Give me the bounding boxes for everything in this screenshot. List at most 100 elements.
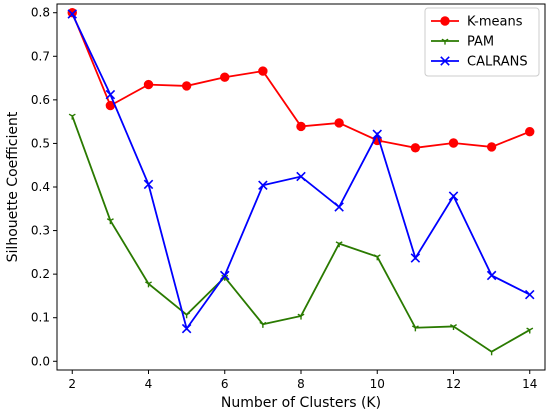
data-point-pam-stroke bbox=[145, 281, 149, 285]
y-tick-label: 0.2 bbox=[31, 267, 50, 281]
data-point-pam bbox=[183, 312, 191, 319]
data-point-calrans bbox=[143, 179, 154, 190]
data-point-pam-stroke bbox=[373, 254, 378, 258]
data-point-pam bbox=[297, 313, 305, 320]
data-point-calrans-stroke bbox=[524, 289, 535, 300]
data-point-pam-stroke bbox=[335, 241, 340, 245]
data-point-calrans bbox=[296, 171, 306, 182]
data-point-calrans-stroke bbox=[258, 180, 268, 191]
data-point-pam bbox=[411, 325, 419, 332]
data-point-pam-stroke bbox=[526, 327, 531, 331]
legend-marker-k-means bbox=[440, 16, 450, 26]
legend-label-k-means: K-means bbox=[467, 15, 523, 30]
y-tick-label: 0.8 bbox=[31, 6, 50, 20]
data-point-pam-stroke bbox=[411, 325, 416, 329]
data-point-pam-stroke bbox=[338, 241, 343, 245]
data-point-pam-stroke bbox=[262, 321, 267, 325]
data-point-k-means bbox=[448, 138, 459, 148]
y-tick-label: 0.6 bbox=[31, 93, 50, 107]
series-layer bbox=[67, 8, 535, 356]
data-point-calrans bbox=[372, 129, 383, 140]
data-point-calrans bbox=[258, 180, 268, 191]
data-point-pam bbox=[145, 281, 152, 288]
data-point-calrans-stroke bbox=[181, 323, 192, 334]
legend-box bbox=[424, 7, 540, 77]
y-tick-label: 0.3 bbox=[31, 224, 50, 238]
x-axis-ticks: 2 4 6 8 10 12 14 bbox=[68, 370, 537, 391]
x-tick-label: 12 bbox=[446, 377, 461, 391]
x-tick-label: 8 bbox=[297, 377, 305, 391]
data-point-calrans-stroke bbox=[67, 9, 78, 19]
data-point-pam-stroke bbox=[186, 312, 191, 316]
data-point-calrans bbox=[334, 202, 344, 212]
legend-marker-pam-stroke bbox=[441, 38, 446, 42]
data-point-k-means bbox=[258, 66, 268, 76]
data-point-pam-stroke bbox=[183, 312, 187, 316]
y-tick-label: 0.7 bbox=[31, 49, 50, 63]
legend-marker-calrans bbox=[440, 56, 450, 66]
data-point-k-means bbox=[486, 142, 497, 152]
legend-item-calrans: CALRANS bbox=[431, 55, 528, 70]
data-point-calrans bbox=[219, 270, 230, 281]
data-point-calrans bbox=[67, 9, 78, 19]
data-point-calrans-stroke bbox=[448, 191, 459, 201]
data-point-k-means bbox=[410, 143, 421, 153]
x-tick-label: 2 bbox=[68, 377, 76, 391]
data-point-k-means bbox=[296, 121, 306, 132]
data-point-calrans bbox=[410, 253, 421, 263]
data-point-k-means bbox=[220, 72, 230, 82]
data-point-pam-stroke bbox=[106, 218, 111, 222]
data-point-k-means bbox=[143, 79, 154, 90]
data-point-k-means bbox=[67, 8, 77, 18]
data-point-pam bbox=[488, 349, 496, 356]
data-point-pam bbox=[373, 254, 381, 261]
x-axis-label: Number of Clusters (K) bbox=[221, 395, 381, 411]
data-point-pam bbox=[68, 113, 76, 120]
data-point-k-means bbox=[525, 126, 535, 137]
data-point-pam-stroke bbox=[376, 254, 381, 258]
data-point-pam-stroke bbox=[148, 281, 152, 285]
data-point-pam bbox=[450, 324, 457, 331]
data-point-pam-stroke bbox=[71, 113, 76, 117]
data-point-calrans bbox=[181, 323, 192, 334]
legend: K-means PAM CALRANS bbox=[424, 7, 540, 77]
series-calrans bbox=[67, 9, 535, 334]
data-point-calrans bbox=[486, 270, 497, 281]
data-point-pam-stroke bbox=[453, 324, 457, 328]
legend-label-calrans: CALRANS bbox=[467, 55, 528, 70]
data-point-pam-stroke bbox=[488, 349, 492, 353]
data-point-calrans bbox=[524, 289, 535, 300]
data-point-k-means bbox=[181, 81, 192, 91]
data-point-pam-stroke bbox=[415, 325, 419, 329]
data-point-calrans-stroke bbox=[372, 129, 383, 140]
y-axis-ticks: 0.0 0.1 0.2 0.3 0.4 0.5 0.6 0.7 0.8 bbox=[31, 6, 57, 368]
y-tick-label: 0.0 bbox=[31, 354, 50, 368]
data-point-pam-stroke bbox=[68, 113, 73, 117]
data-point-pam bbox=[259, 321, 267, 328]
data-point-calrans bbox=[448, 191, 459, 201]
legend-marker-calrans-stroke bbox=[440, 56, 450, 66]
y-tick-label: 0.1 bbox=[31, 311, 50, 325]
legend-label-pam: PAM bbox=[467, 35, 494, 50]
y-tick-label: 0.4 bbox=[31, 180, 50, 194]
data-point-calrans-stroke bbox=[105, 89, 116, 100]
data-point-pam-stroke bbox=[529, 327, 534, 331]
data-point-pam-stroke bbox=[300, 313, 305, 317]
data-point-k-means bbox=[334, 118, 344, 128]
x-tick-label: 6 bbox=[221, 377, 229, 391]
data-point-calrans-stroke bbox=[296, 171, 306, 182]
y-axis-label: Silhouette Coefficient bbox=[5, 111, 21, 262]
data-point-calrans-stroke bbox=[486, 270, 497, 281]
data-point-pam-stroke bbox=[297, 313, 302, 317]
legend-item-pam: PAM bbox=[431, 35, 494, 50]
data-point-pam-stroke bbox=[491, 349, 496, 353]
data-point-calrans bbox=[105, 89, 116, 100]
y-tick-label: 0.5 bbox=[31, 136, 50, 150]
x-tick-label: 14 bbox=[522, 377, 537, 391]
data-point-calrans-stroke bbox=[410, 253, 421, 263]
data-point-pam-stroke bbox=[259, 321, 264, 325]
data-point-pam bbox=[335, 241, 343, 248]
data-point-pam bbox=[106, 218, 114, 225]
legend-item-k-means: K-means bbox=[431, 15, 523, 30]
